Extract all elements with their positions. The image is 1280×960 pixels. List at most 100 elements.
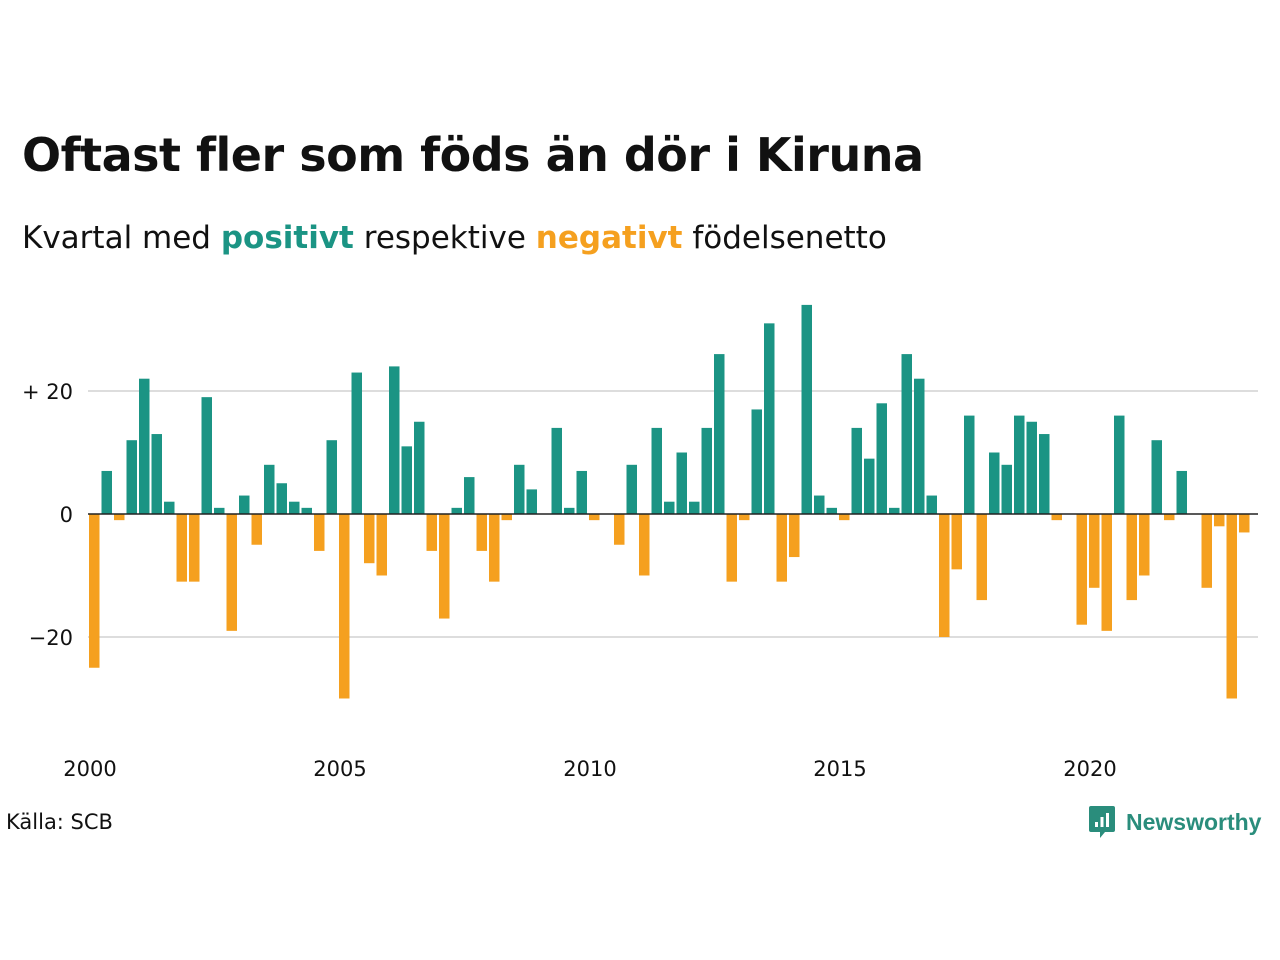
bar-negative	[314, 514, 325, 551]
bar-positive	[1176, 470, 1187, 514]
bar-negative	[339, 514, 350, 699]
bar-negative	[439, 514, 450, 619]
bar-positive	[1114, 415, 1125, 514]
bar-positive	[389, 366, 400, 514]
newsworthy-logo-icon	[1089, 806, 1115, 838]
bar-positive	[414, 421, 425, 514]
subtitle-after: födelsenetto	[692, 220, 887, 256]
brand-name: Newsworthy	[1126, 808, 1262, 835]
bar-positive	[201, 397, 212, 514]
bar-negative	[1126, 514, 1137, 601]
bar-negative	[1226, 514, 1237, 699]
x-tick-label: 2000	[63, 757, 116, 781]
bar-positive	[901, 354, 912, 514]
subtitle-negative-label: negativt	[535, 220, 683, 256]
bar-positive	[101, 470, 112, 514]
bar-negative	[226, 514, 237, 631]
subtitle-positive-label: positivt	[220, 220, 354, 256]
chart-subtitle: Kvartal med positivt respektive negativt…	[22, 220, 887, 256]
bar-negative	[189, 514, 200, 582]
bar-negative	[426, 514, 437, 551]
bar-negative	[114, 514, 125, 521]
bar-positive	[464, 477, 475, 514]
bar-positive	[626, 464, 637, 514]
bar-negative	[1239, 514, 1250, 533]
bar-positive	[664, 501, 675, 514]
bar-positive	[914, 378, 925, 514]
bar-negative	[1101, 514, 1112, 631]
bar-positive	[264, 464, 275, 514]
bar-positive	[1014, 415, 1025, 514]
bar-positive	[676, 452, 687, 514]
bar-positive	[151, 434, 162, 514]
bar-positive	[801, 304, 812, 514]
bar-negative	[839, 514, 850, 521]
bar-positive	[326, 440, 337, 514]
y-tick-label: 0	[60, 503, 73, 527]
bar-chart: + 20 0 −20 2000 2005 2010 2015 2020	[22, 304, 1258, 781]
bar-positive	[876, 403, 887, 514]
bar-positive	[851, 427, 862, 514]
x-tick-label: 2020	[1063, 757, 1116, 781]
bar-negative	[501, 514, 512, 521]
bar-negative	[1164, 514, 1175, 521]
bar-positive	[351, 372, 362, 514]
bar-positive	[164, 501, 175, 514]
bar-positive	[1026, 421, 1037, 514]
bar-negative	[739, 514, 750, 521]
bar-negative	[726, 514, 737, 582]
bar-positive	[814, 495, 825, 514]
bar-positive	[239, 495, 250, 514]
y-tick-label: −20	[29, 626, 73, 650]
bar-positive	[276, 483, 287, 514]
bar-positive	[989, 452, 1000, 514]
bar-positive	[864, 458, 875, 514]
bar-positive	[689, 501, 700, 514]
bar-negative	[939, 514, 950, 637]
bar-positive	[889, 507, 900, 514]
bar-negative	[376, 514, 387, 576]
bar-positive	[401, 446, 412, 514]
source-credit: Källa: SCB	[6, 810, 113, 834]
x-tick-label: 2005	[313, 757, 366, 781]
bar-positive	[651, 427, 662, 514]
bar-positive	[214, 507, 225, 514]
bar-positive	[714, 354, 725, 514]
bar-negative	[639, 514, 650, 576]
bar-negative	[1201, 514, 1212, 588]
bar-positive	[1001, 464, 1012, 514]
bar-positive	[564, 507, 575, 514]
subtitle-middle: respektive	[363, 220, 526, 256]
bar-negative	[589, 514, 600, 521]
bar-negative	[776, 514, 787, 582]
bar-positive	[764, 323, 775, 514]
bar-negative	[951, 514, 962, 570]
x-tick-label: 2010	[563, 757, 616, 781]
newsworthy-brand: Newsworthy	[1088, 804, 1261, 840]
bar-positive	[701, 427, 712, 514]
bar-negative	[364, 514, 375, 564]
bar-negative	[1089, 514, 1100, 588]
bar-negative	[476, 514, 487, 551]
bar-positive	[576, 470, 587, 514]
bar-negative	[1051, 514, 1062, 521]
chart-title: Oftast fler som föds än dör i Kiruna	[22, 128, 924, 182]
bar-negative	[1076, 514, 1087, 625]
y-tick-label: + 20	[22, 380, 73, 404]
bar-negative	[1214, 514, 1225, 527]
bar-negative	[176, 514, 187, 582]
bar-negative	[614, 514, 625, 545]
bar-positive	[964, 415, 975, 514]
bar-negative	[89, 514, 100, 668]
bar-positive	[751, 409, 762, 514]
bar-negative	[251, 514, 262, 545]
bar-positive	[826, 507, 837, 514]
bar-positive	[526, 489, 537, 514]
bar-negative	[1139, 514, 1150, 576]
bar-negative	[489, 514, 500, 582]
bar-positive	[301, 507, 312, 514]
bar-positive	[514, 464, 525, 514]
bar-positive	[1151, 440, 1162, 514]
bar-positive	[126, 440, 137, 514]
x-tick-label: 2015	[813, 757, 866, 781]
